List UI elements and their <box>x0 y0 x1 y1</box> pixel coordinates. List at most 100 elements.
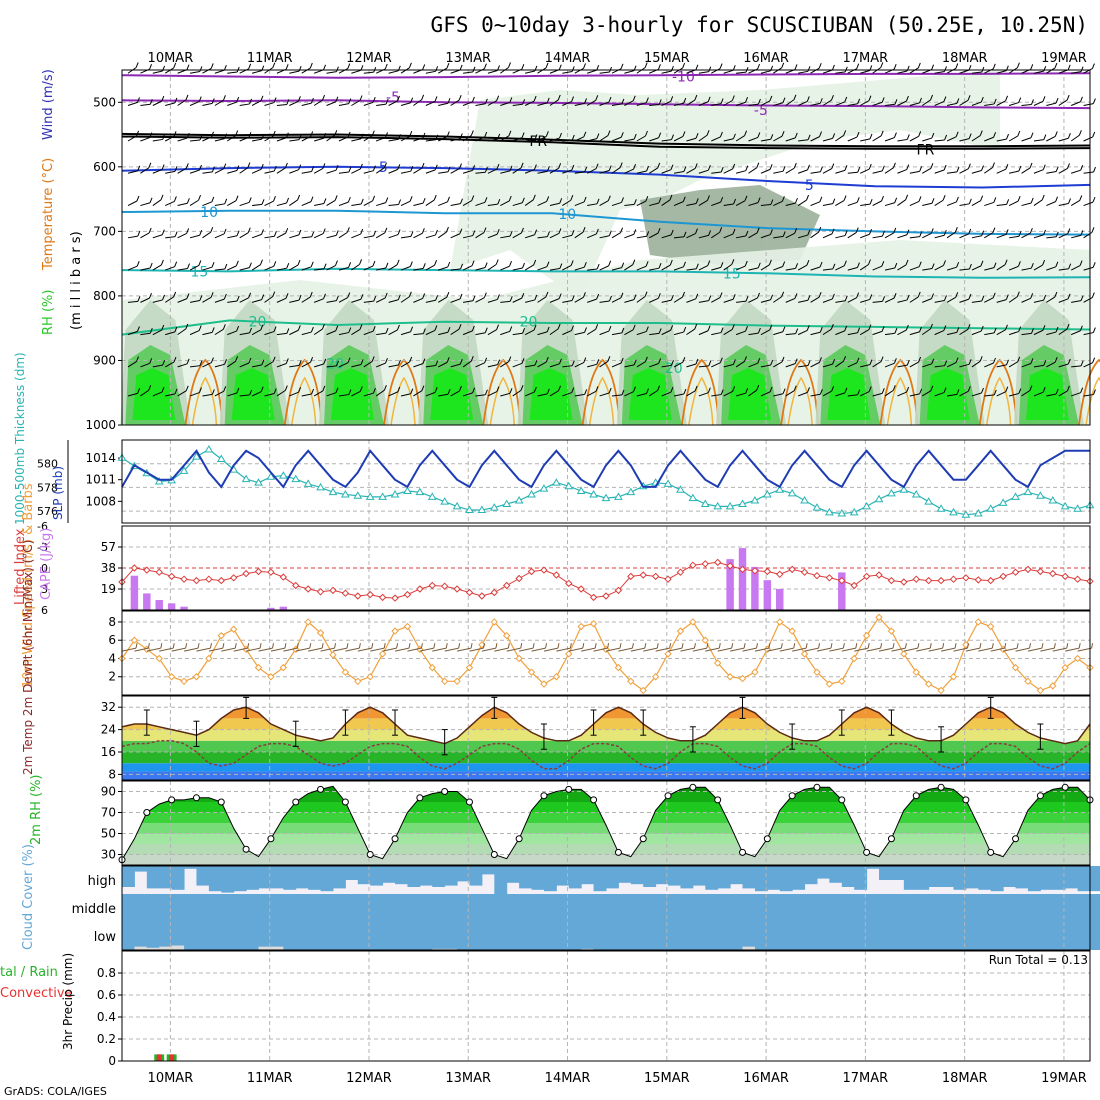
sfc-barb-34 <box>543 647 559 652</box>
wind-speed-line <box>121 616 1091 692</box>
upper-barb-7-38 <box>599 300 610 303</box>
upper-barb-flag-9-77 <box>1092 357 1096 363</box>
upper-barb-flag-3-3 <box>174 166 178 172</box>
upper-barb-flag-7-64 <box>931 293 934 299</box>
upper-barb-4-2 <box>152 199 162 206</box>
upper-barb-4-25 <box>438 201 448 207</box>
thickness-point-67 <box>949 507 958 516</box>
upper-barb-2-52 <box>773 135 783 142</box>
upper-barb-flag-3-7 <box>223 163 227 169</box>
sfc-barb-21 <box>382 647 397 652</box>
cloud-low-bg-33 <box>531 922 545 950</box>
upper-barb-10-15 <box>313 390 324 397</box>
upper-barb-9-15 <box>314 363 324 368</box>
upper-barb-flag-0-60 <box>880 62 884 68</box>
upper-barb-3-72 <box>1021 167 1031 174</box>
upper-barb-flag-1-17 <box>348 98 352 104</box>
upper-barb-2-1 <box>140 137 150 142</box>
lifted-index-point-53 <box>776 570 784 579</box>
upper-barb-flag-10-57 <box>844 387 848 394</box>
upper-barb-flag-8-35 <box>571 325 574 331</box>
upper-barb-flag-7-8 <box>236 295 240 302</box>
top-date-16MAR: 16MAR <box>743 51 789 66</box>
upper-barb-1-35 <box>562 101 572 106</box>
upper-barb-flag-6-52 <box>782 261 786 267</box>
precip-panel: 00.20.40.60.8 <box>97 950 1091 1068</box>
sfc-barb-58 <box>841 647 856 652</box>
upper-barb-10-6 <box>202 393 213 397</box>
upper-barb-flag-5-70 <box>1005 229 1009 235</box>
rh-point-7 <box>292 798 300 806</box>
sfc-barb-40 <box>618 647 633 652</box>
upper-barb-flag-4-65 <box>942 195 946 201</box>
isotherm-label-9: 15 <box>191 264 209 280</box>
upper-barb-5-72 <box>1021 232 1031 239</box>
upper-barb-1-70 <box>996 100 1006 106</box>
rh-band-7 <box>122 786 1090 792</box>
upper-barb-0-56 <box>822 69 833 74</box>
upper-barb-flag-8-65 <box>943 325 947 331</box>
upper-barb-1-28 <box>475 103 486 106</box>
upper-barb-2-53 <box>785 137 796 142</box>
upper-barb-flag-3-9 <box>247 162 251 168</box>
upper-barb-2-24 <box>425 139 436 142</box>
upper-barb-flag-0-46 <box>708 66 712 72</box>
isotherm-label-7: 10 <box>200 205 218 221</box>
upper-barb-flag-5-39 <box>620 227 624 233</box>
upper-barb-flag-10-53 <box>793 385 797 391</box>
upper-barb-flag-7-42 <box>657 293 661 299</box>
thickness-point-34 <box>539 484 549 492</box>
upper-barb-flag-8-63 <box>918 326 922 333</box>
upper-barb-9-47 <box>711 362 721 368</box>
wind-speed-point-58 <box>838 677 846 686</box>
upper-barb-flag-2-57 <box>843 130 847 136</box>
upper-barb-flag-8-57 <box>844 325 848 332</box>
cloud-high-35 <box>556 866 570 886</box>
cloud-low-bg-63 <box>903 922 917 950</box>
upper-barb-flag-7-4 <box>186 293 190 299</box>
upper-barb-flag-0-52 <box>781 62 785 68</box>
sfc-barb-60 <box>866 647 881 652</box>
upper-barb-1-15 <box>313 99 323 106</box>
lifted-index-point-23 <box>403 590 412 599</box>
upper-barb-flag-5-31 <box>520 227 524 234</box>
upper-barb-2-32 <box>525 138 536 142</box>
upper-barb-flag-10-38 <box>608 387 612 394</box>
upper-barb-flag-9-41 <box>644 356 648 362</box>
upper-barb-flag-9-14 <box>310 357 314 363</box>
cloud-high-36 <box>568 866 582 889</box>
upper-barb-2-43 <box>661 139 672 142</box>
upper-barb-flag-9-55 <box>819 357 822 363</box>
upper-barb-10-68 <box>971 392 982 397</box>
upper-barb-flag-2-22 <box>409 130 413 137</box>
upper-barb-5-59 <box>860 233 870 239</box>
upper-barb-flag-2-12 <box>285 132 289 138</box>
upper-barb-flag-2-11 <box>272 130 276 137</box>
cloud-low-bg-72 <box>1015 922 1029 950</box>
upper-barb-4-28 <box>475 201 486 207</box>
upper-barb-flag-5-55 <box>818 226 822 233</box>
precip-ylabel-a: tal / Rain <box>0 965 58 980</box>
upper-barb-flag-8-48 <box>731 324 735 330</box>
cloud-middle-32 <box>519 894 533 922</box>
cloud-low-bg-6 <box>196 922 210 950</box>
upper-barb-4-45 <box>686 202 697 207</box>
upper-barb-flag-9-39 <box>620 357 624 364</box>
precip-frame <box>121 950 1091 1062</box>
upper-barb-flag-7-20 <box>384 292 388 299</box>
upper-barb-2-48 <box>723 138 734 142</box>
upper-barb-9-35 <box>562 365 573 368</box>
bottom-date-12MAR: 12MAR <box>346 1071 392 1086</box>
cloud-high-32 <box>519 866 533 889</box>
upper-barb-flag-10-31 <box>520 385 524 391</box>
upper-barb-4-62 <box>897 199 906 206</box>
thickness-point-64 <box>911 490 921 498</box>
thickness-point-54 <box>787 488 797 497</box>
sfc-barb-flag-68 <box>979 643 982 649</box>
thickness-point-37 <box>576 486 586 494</box>
temp-band-0 <box>122 771 1090 780</box>
cloud-middle-64 <box>916 894 930 922</box>
upper-barb-flag-9-70 <box>1006 359 1009 366</box>
upper-barb-4-15 <box>314 202 325 207</box>
upper-barb-flag-5-74 <box>1055 231 1059 237</box>
